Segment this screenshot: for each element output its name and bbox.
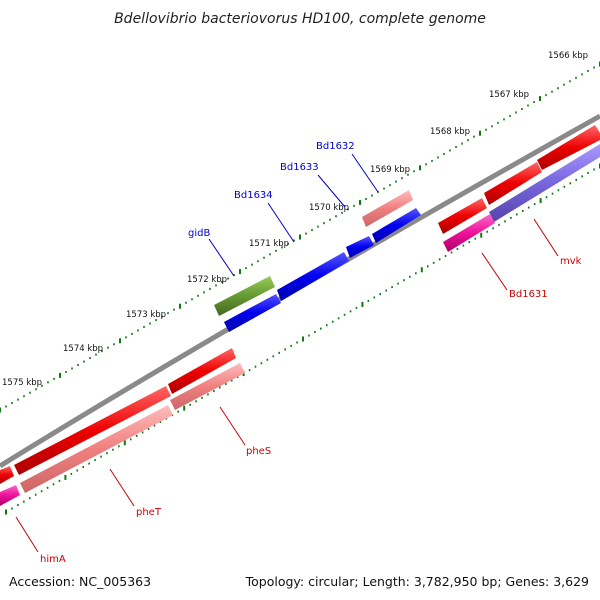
- gene-gidB: [214, 276, 275, 316]
- tick-label: 1567 kbp: [489, 90, 529, 100]
- genome-summary-text: Topology: circular; Length: 3,782,950 bp…: [245, 574, 589, 589]
- tick-label: 1571 kbp: [249, 239, 289, 249]
- features-forward-strand: [0, 125, 600, 506]
- gene-red-topright: [537, 125, 600, 170]
- gene-red-farleft: [0, 466, 14, 484]
- leader-line: [351, 153, 379, 193]
- leader-line: [533, 218, 559, 257]
- tick-label: 1570 kbp: [309, 203, 349, 213]
- gene-pheT: [20, 405, 173, 493]
- gene-pheS-red: [168, 348, 236, 394]
- tick-label: 1573 kbp: [126, 310, 166, 320]
- gene-Bd1632: [362, 190, 413, 227]
- features-reverse-strand: [214, 190, 421, 332]
- leader-line: [267, 202, 295, 243]
- gene-Bd1631: [443, 214, 495, 252]
- gene-red-left: [438, 198, 487, 234]
- gene-mvk: [489, 144, 600, 222]
- leader-line: [15, 516, 39, 553]
- tick-ring-upper: [0, 61, 600, 413]
- tick-ring-lower: [5, 163, 600, 515]
- leader-line: [219, 406, 246, 446]
- gene-Bd1635: [277, 252, 349, 301]
- tick-label: 1572 kbp: [187, 275, 227, 285]
- tick-label: 1568 kbp: [430, 127, 470, 137]
- gene-red-mid: [484, 162, 542, 205]
- map-title: Bdellovibrio bacteriovorus HD100, comple…: [114, 11, 486, 27]
- gene-label-Bd1631: Bd1631: [509, 289, 548, 300]
- gene-label-Bd1634: Bd1634: [234, 190, 273, 201]
- labels-upper: Bd1632 Bd1633 Bd1634 gidB: [188, 141, 379, 277]
- gene-label-pheT: pheT: [136, 507, 162, 518]
- tick-labels: 1566 kbp 1567 kbp 1568 kbp 1569 kbp 1570…: [2, 51, 588, 388]
- tick-label: 1569 kbp: [370, 165, 410, 175]
- leader-line: [208, 238, 235, 277]
- leader-line: [317, 174, 346, 208]
- tick-label: 1566 kbp: [548, 51, 588, 61]
- gene-blue-left: [224, 294, 281, 332]
- tick-label: 1575 kbp: [2, 378, 42, 388]
- gene-label-Bd1632: Bd1632: [316, 141, 355, 152]
- gene-Bd1633: [372, 208, 421, 243]
- gene-label-gidB: gidB: [188, 228, 210, 239]
- tick-label: 1574 kbp: [63, 344, 103, 354]
- leader-line: [109, 468, 135, 507]
- leader-line: [481, 252, 508, 291]
- accession-text: Accession: NC_005363: [9, 574, 151, 589]
- gene-label-pheS: pheS: [246, 446, 271, 457]
- gene-pheT-red: [14, 386, 171, 475]
- gene-himA: [0, 485, 20, 506]
- gene-label-himA: himA: [40, 554, 66, 565]
- gene-label-mvk: mvk: [560, 256, 582, 267]
- gene-Bd1634: [346, 236, 374, 258]
- gene-pheS: [170, 363, 245, 410]
- labels-lower: mvk Bd1631 pheS pheT himA: [15, 218, 582, 565]
- gene-label-Bd1633: Bd1633: [280, 162, 319, 173]
